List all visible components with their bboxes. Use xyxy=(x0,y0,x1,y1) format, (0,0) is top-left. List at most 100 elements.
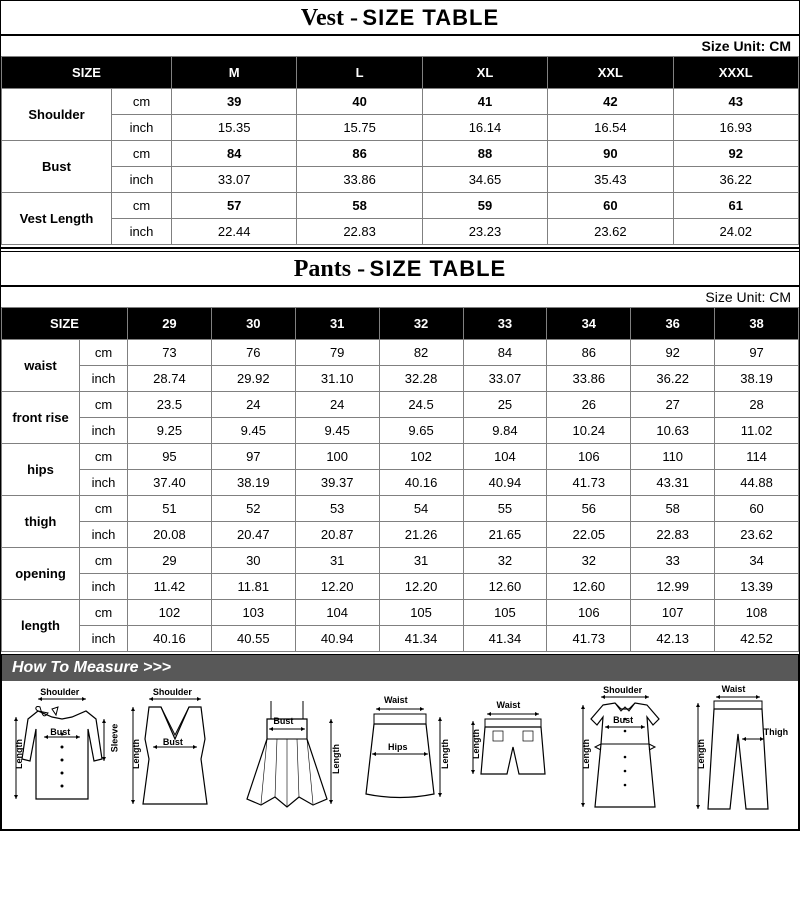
label-shoulder: Shoulder xyxy=(603,685,642,695)
value-cell: 40.94 xyxy=(463,470,547,496)
size-col: 33 xyxy=(463,308,547,340)
value-cell: 104 xyxy=(463,444,547,470)
value-cell: 57 xyxy=(172,193,297,219)
value-cell: 13.39 xyxy=(715,574,799,600)
vest-unit-label: Size Unit: CM xyxy=(1,36,799,56)
table-row: inch22.4422.8323.2323.6224.02 xyxy=(2,219,799,245)
value-cell: 110 xyxy=(631,444,715,470)
size-col: M xyxy=(172,57,297,89)
value-cell: 11.81 xyxy=(211,574,295,600)
value-cell: 105 xyxy=(463,600,547,626)
value-cell: 56 xyxy=(547,496,631,522)
table-row: inch40.1640.5540.9441.3441.3441.7342.134… xyxy=(2,626,799,652)
value-cell: 39.37 xyxy=(295,470,379,496)
value-cell: 32 xyxy=(463,548,547,574)
value-cell: 11.02 xyxy=(715,418,799,444)
unit-cell: cm xyxy=(80,340,128,366)
value-cell: 21.26 xyxy=(379,522,463,548)
how-to-measure-title: How To Measure >>> xyxy=(2,655,798,681)
value-cell: 88 xyxy=(422,141,547,167)
value-cell: 42.52 xyxy=(715,626,799,652)
value-cell: 12.20 xyxy=(295,574,379,600)
divider xyxy=(1,247,799,249)
value-cell: 58 xyxy=(631,496,715,522)
table-row: Vest Lengthcm5758596061 xyxy=(2,193,799,219)
value-cell: 79 xyxy=(295,340,379,366)
value-cell: 52 xyxy=(211,496,295,522)
value-cell: 29 xyxy=(128,548,212,574)
value-cell: 28.74 xyxy=(128,366,212,392)
table-row: hipscm9597100102104106110114 xyxy=(2,444,799,470)
label-length: Length xyxy=(471,729,481,759)
value-cell: 53 xyxy=(295,496,379,522)
size-col: L xyxy=(297,57,422,89)
value-cell: 24 xyxy=(295,392,379,418)
value-cell: 104 xyxy=(295,600,379,626)
garment-shirtdress-icon: Shoulder Bust Length xyxy=(571,689,679,819)
value-cell: 27 xyxy=(631,392,715,418)
value-cell: 100 xyxy=(295,444,379,470)
size-col: 38 xyxy=(715,308,799,340)
value-cell: 15.75 xyxy=(297,115,422,141)
table-row: inch37.4038.1939.3740.1640.9441.7343.314… xyxy=(2,470,799,496)
value-cell: 9.45 xyxy=(211,418,295,444)
value-cell: 22.05 xyxy=(547,522,631,548)
value-cell: 23.62 xyxy=(548,219,673,245)
value-cell: 43 xyxy=(673,89,798,115)
value-cell: 82 xyxy=(379,340,463,366)
label-bust: Bust xyxy=(273,716,293,726)
value-cell: 41.34 xyxy=(379,626,463,652)
row-label: opening xyxy=(2,548,80,600)
label-shoulder: Shoulder xyxy=(40,687,79,697)
label-bust: Bust xyxy=(613,715,633,725)
value-cell: 90 xyxy=(548,141,673,167)
vest-size-table: SIZE M L XL XXL XXXL Shouldercm394041424… xyxy=(1,56,799,245)
value-cell: 29.92 xyxy=(211,366,295,392)
garment-pants-icon: Waist Thigh Length xyxy=(684,689,792,819)
value-cell: 33.86 xyxy=(547,366,631,392)
value-cell: 41.34 xyxy=(463,626,547,652)
value-cell: 60 xyxy=(548,193,673,219)
value-cell: 23.23 xyxy=(422,219,547,245)
value-cell: 36.22 xyxy=(631,366,715,392)
row-label: thigh xyxy=(2,496,80,548)
value-cell: 42.13 xyxy=(631,626,715,652)
value-cell: 58 xyxy=(297,193,422,219)
value-cell: 35.43 xyxy=(548,167,673,193)
value-cell: 61 xyxy=(673,193,798,219)
unit-cell: inch xyxy=(80,470,128,496)
table-row: inch15.3515.7516.1416.5416.93 xyxy=(2,115,799,141)
value-cell: 22.83 xyxy=(631,522,715,548)
unit-cell: inch xyxy=(80,574,128,600)
unit-cell: inch xyxy=(80,366,128,392)
value-cell: 22.44 xyxy=(172,219,297,245)
garment-blouse-icon: Shoulder Bust Length Sleeve xyxy=(8,689,116,819)
value-cell: 22.83 xyxy=(297,219,422,245)
value-cell: 32.28 xyxy=(379,366,463,392)
value-cell: 102 xyxy=(379,444,463,470)
value-cell: 23.5 xyxy=(128,392,212,418)
value-cell: 34 xyxy=(715,548,799,574)
label-waist: Waist xyxy=(722,684,746,694)
value-cell: 41.73 xyxy=(547,626,631,652)
label-length: Length xyxy=(581,739,591,769)
value-cell: 40.94 xyxy=(295,626,379,652)
unit-cell: cm xyxy=(80,548,128,574)
size-col: 32 xyxy=(379,308,463,340)
pants-size-table: SIZE 29 30 31 32 33 34 36 38 waistcm7376… xyxy=(1,307,799,652)
value-cell: 26 xyxy=(547,392,631,418)
value-cell: 24.5 xyxy=(379,392,463,418)
value-cell: 31.10 xyxy=(295,366,379,392)
value-cell: 37.40 xyxy=(128,470,212,496)
vest-title: Vest - SIZE TABLE xyxy=(1,1,799,36)
unit-cell: cm xyxy=(112,141,172,167)
label-length: Length xyxy=(331,744,341,774)
size-col: XXXL xyxy=(673,57,798,89)
value-cell: 20.47 xyxy=(211,522,295,548)
value-cell: 24.02 xyxy=(673,219,798,245)
unit-cell: cm xyxy=(112,89,172,115)
label-shoulder: Shoulder xyxy=(153,687,192,697)
value-cell: 33.07 xyxy=(172,167,297,193)
value-cell: 15.35 xyxy=(172,115,297,141)
table-row: waistcm7376798284869297 xyxy=(2,340,799,366)
